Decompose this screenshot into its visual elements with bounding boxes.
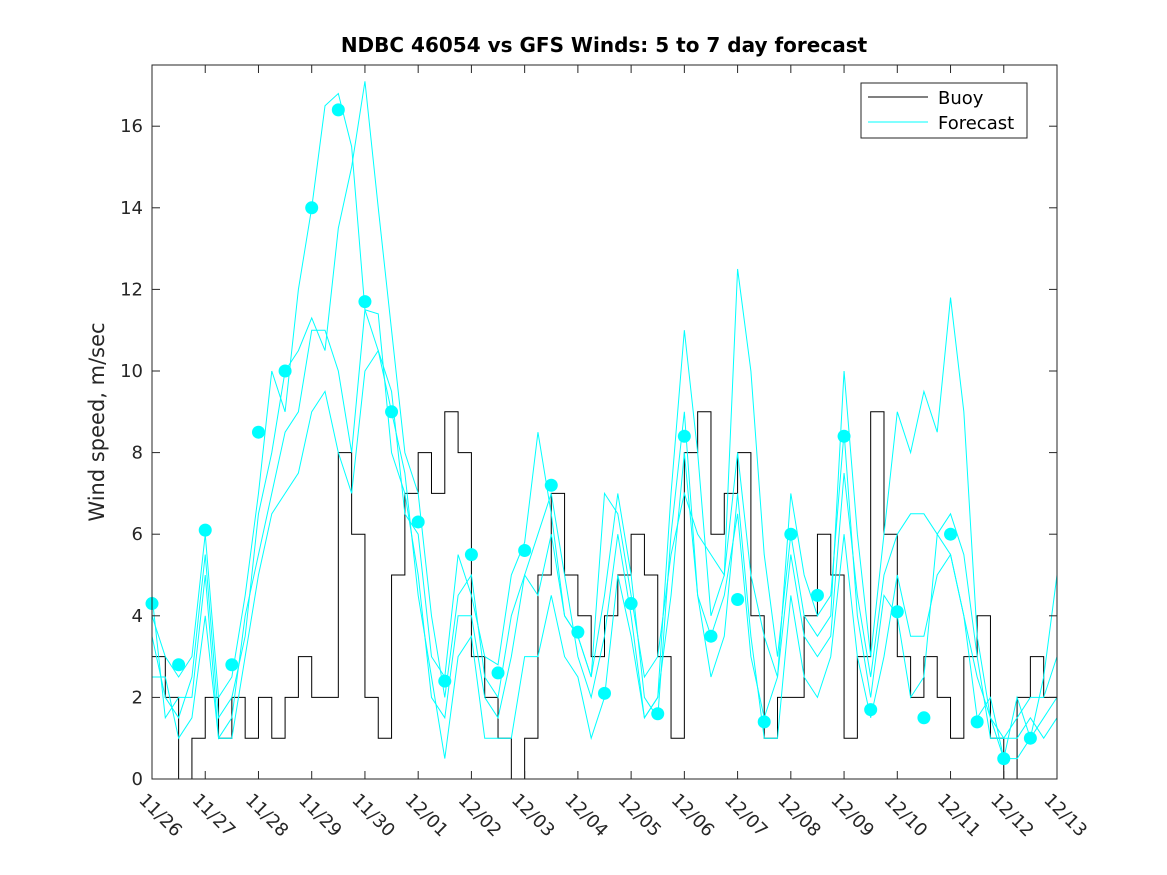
forecast-marker xyxy=(837,429,851,443)
plot-area xyxy=(152,65,1057,779)
forecast-marker xyxy=(571,625,585,639)
forecast-marker xyxy=(970,715,984,729)
forecast-markers xyxy=(145,103,1037,766)
y-tick-label: 2 xyxy=(132,687,143,708)
forecast-run-line xyxy=(151,81,1058,740)
forecast-marker xyxy=(864,703,878,717)
forecast-marker xyxy=(704,629,718,643)
forecast-marker xyxy=(944,527,958,541)
y-axis: 0 2 4 6 8 10 12 14 16 xyxy=(120,116,1057,790)
forecast-marker xyxy=(917,711,931,725)
plot-frame xyxy=(151,64,1058,780)
y-tick-label: 10 xyxy=(120,361,143,382)
forecast-marker xyxy=(518,544,532,558)
legend-buoy-label: Buoy xyxy=(938,88,984,109)
forecast-marker xyxy=(198,523,212,537)
y-tick-label: 6 xyxy=(132,524,143,545)
chart-title: NDBC 46054 vs GFS Winds: 5 to 7 day fore… xyxy=(341,33,868,57)
forecast-marker xyxy=(251,425,265,439)
forecast-marker xyxy=(544,478,558,492)
forecast-marker xyxy=(331,103,345,117)
y-tick-label: 14 xyxy=(120,198,143,219)
forecast-marker xyxy=(305,201,319,215)
forecast-marker xyxy=(491,666,505,680)
forecast-marker xyxy=(225,658,239,672)
forecast-marker xyxy=(731,592,745,606)
y-tick-label: 16 xyxy=(120,116,143,137)
forecast-marker xyxy=(997,752,1011,766)
forecast-series xyxy=(151,81,1058,760)
forecast-marker xyxy=(278,364,292,378)
buoy-line xyxy=(152,411,1058,780)
forecast-marker xyxy=(464,548,478,562)
forecast-marker xyxy=(598,686,611,700)
forecast-marker xyxy=(1023,731,1037,745)
forecast-marker xyxy=(651,707,665,721)
y-tick-label: 4 xyxy=(132,606,143,627)
forecast-marker xyxy=(677,429,691,443)
buoy-series xyxy=(152,411,1058,780)
forecast-marker xyxy=(411,515,425,529)
forecast-marker xyxy=(385,405,399,419)
forecast-marker xyxy=(890,605,904,619)
legend-box xyxy=(860,82,1028,139)
forecast-marker xyxy=(810,588,824,602)
forecast-marker xyxy=(624,597,638,611)
y-axis-label: Wind speed, m/sec xyxy=(85,322,109,521)
y-tick-label: 12 xyxy=(120,279,143,300)
forecast-marker xyxy=(784,527,798,541)
forecast-marker xyxy=(438,674,452,688)
forecast-marker xyxy=(358,295,372,309)
forecast-marker xyxy=(757,715,771,729)
forecast-run-line xyxy=(151,309,1058,740)
forecast-run-line xyxy=(151,92,1058,759)
legend-forecast-label: Forecast xyxy=(938,113,1014,134)
legend: Buoy Forecast xyxy=(860,82,1028,139)
y-tick-label: 0 xyxy=(132,769,143,790)
forecast-marker xyxy=(172,658,186,672)
y-tick-label: 8 xyxy=(132,443,143,464)
